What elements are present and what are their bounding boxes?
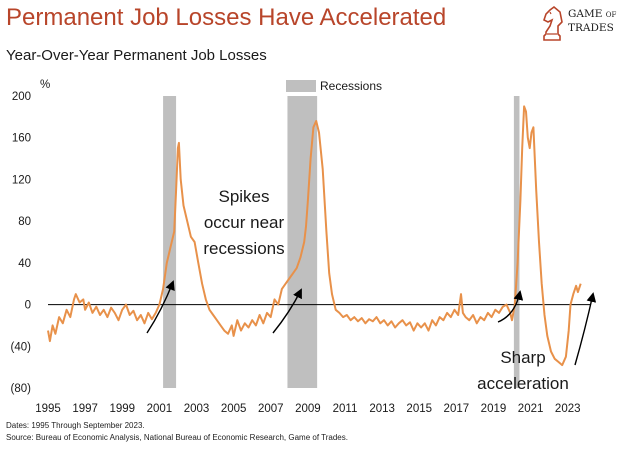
recession-bands [163,96,520,388]
x-tick-label: 2011 [333,403,358,415]
x-tick-label: 2015 [406,403,432,415]
x-tick-label: 1997 [72,403,98,415]
x-tick-label: 2005 [221,403,247,415]
annotation-line: acceleration [477,374,569,393]
knight-icon [543,5,563,41]
annotation-arrow-3 [497,290,524,323]
annotation-line: occur near [204,213,285,232]
x-tick-label: 2017 [444,403,470,415]
y-axis-unit-label: % [40,79,50,91]
chart-series [47,105,582,367]
chart-legend: Recessions [286,79,382,93]
x-tick-label: 2023 [555,403,581,415]
y-tick-label: 200 [12,91,31,103]
x-tick-label: 2019 [481,403,507,415]
y-tick-label: (80) [11,383,32,395]
x-tick-label: 2013 [369,403,395,415]
y-tick-label: 120 [12,174,31,186]
y-tick-label: 160 [12,133,31,145]
logo-wordmark: GAME OF TRADES [568,8,616,35]
annotation-arrow-1 [146,280,175,334]
logo-word-trades: TRADES [568,22,614,34]
annotation-arrow-4 [574,292,597,366]
legend-swatch-recessions [286,80,316,92]
annotation-sharp-acceleration: Sharp acceleration [477,348,569,393]
legend-label-recessions: Recessions [320,79,382,93]
y-tick-label: 0 [25,300,31,312]
x-tick-label: 2003 [184,403,210,415]
series-line-1 [47,105,582,367]
annotation-line: Sharp [500,348,545,367]
annotation-line: recessions [203,239,284,258]
logo-word-game: GAME [568,8,603,20]
recession-band-1 [163,96,177,388]
annotation-spikes-near-recessions: Spikes occur near recessions [203,187,284,258]
x-tick-label: 2009 [295,403,321,415]
footnote-dates: Dates: 1995 Through September 2023. [6,421,145,430]
annotation-arrow-2 [272,288,302,334]
chart-annotations: Spikes occur near recessions Sharp accelerat… [146,187,597,393]
footnote-source: Source: Bureau of Economic Analysis, Nat… [6,433,348,442]
annotation-line: Spikes [218,187,269,206]
x-tick-label: 2021 [518,403,544,415]
logo-word-of: OF [605,11,617,19]
y-tick-label: (40) [11,341,32,353]
chart-footnotes: Dates: 1995 Through September 2023. Sour… [6,420,348,444]
x-tick-label: 2007 [258,403,284,415]
x-tick-label: 2001 [147,403,173,415]
y-tick-label: 80 [18,216,31,228]
recession-band-3 [513,96,520,388]
chart-title: Permanent Job Losses Have Accelerated [6,4,447,31]
x-tick-label: 1995 [35,403,61,415]
x-tick-label: 1999 [109,403,135,415]
chart-axes: % 200 160 120 80 40 0 (40) (80)1995 1997 1999 2001 2… [11,79,590,415]
game-of-trades-logo: GAME OF TRADES [538,4,624,44]
chart-subtitle: Year-Over-Year Permanent Job Losses [6,47,267,64]
y-tick-label: 40 [18,258,31,270]
